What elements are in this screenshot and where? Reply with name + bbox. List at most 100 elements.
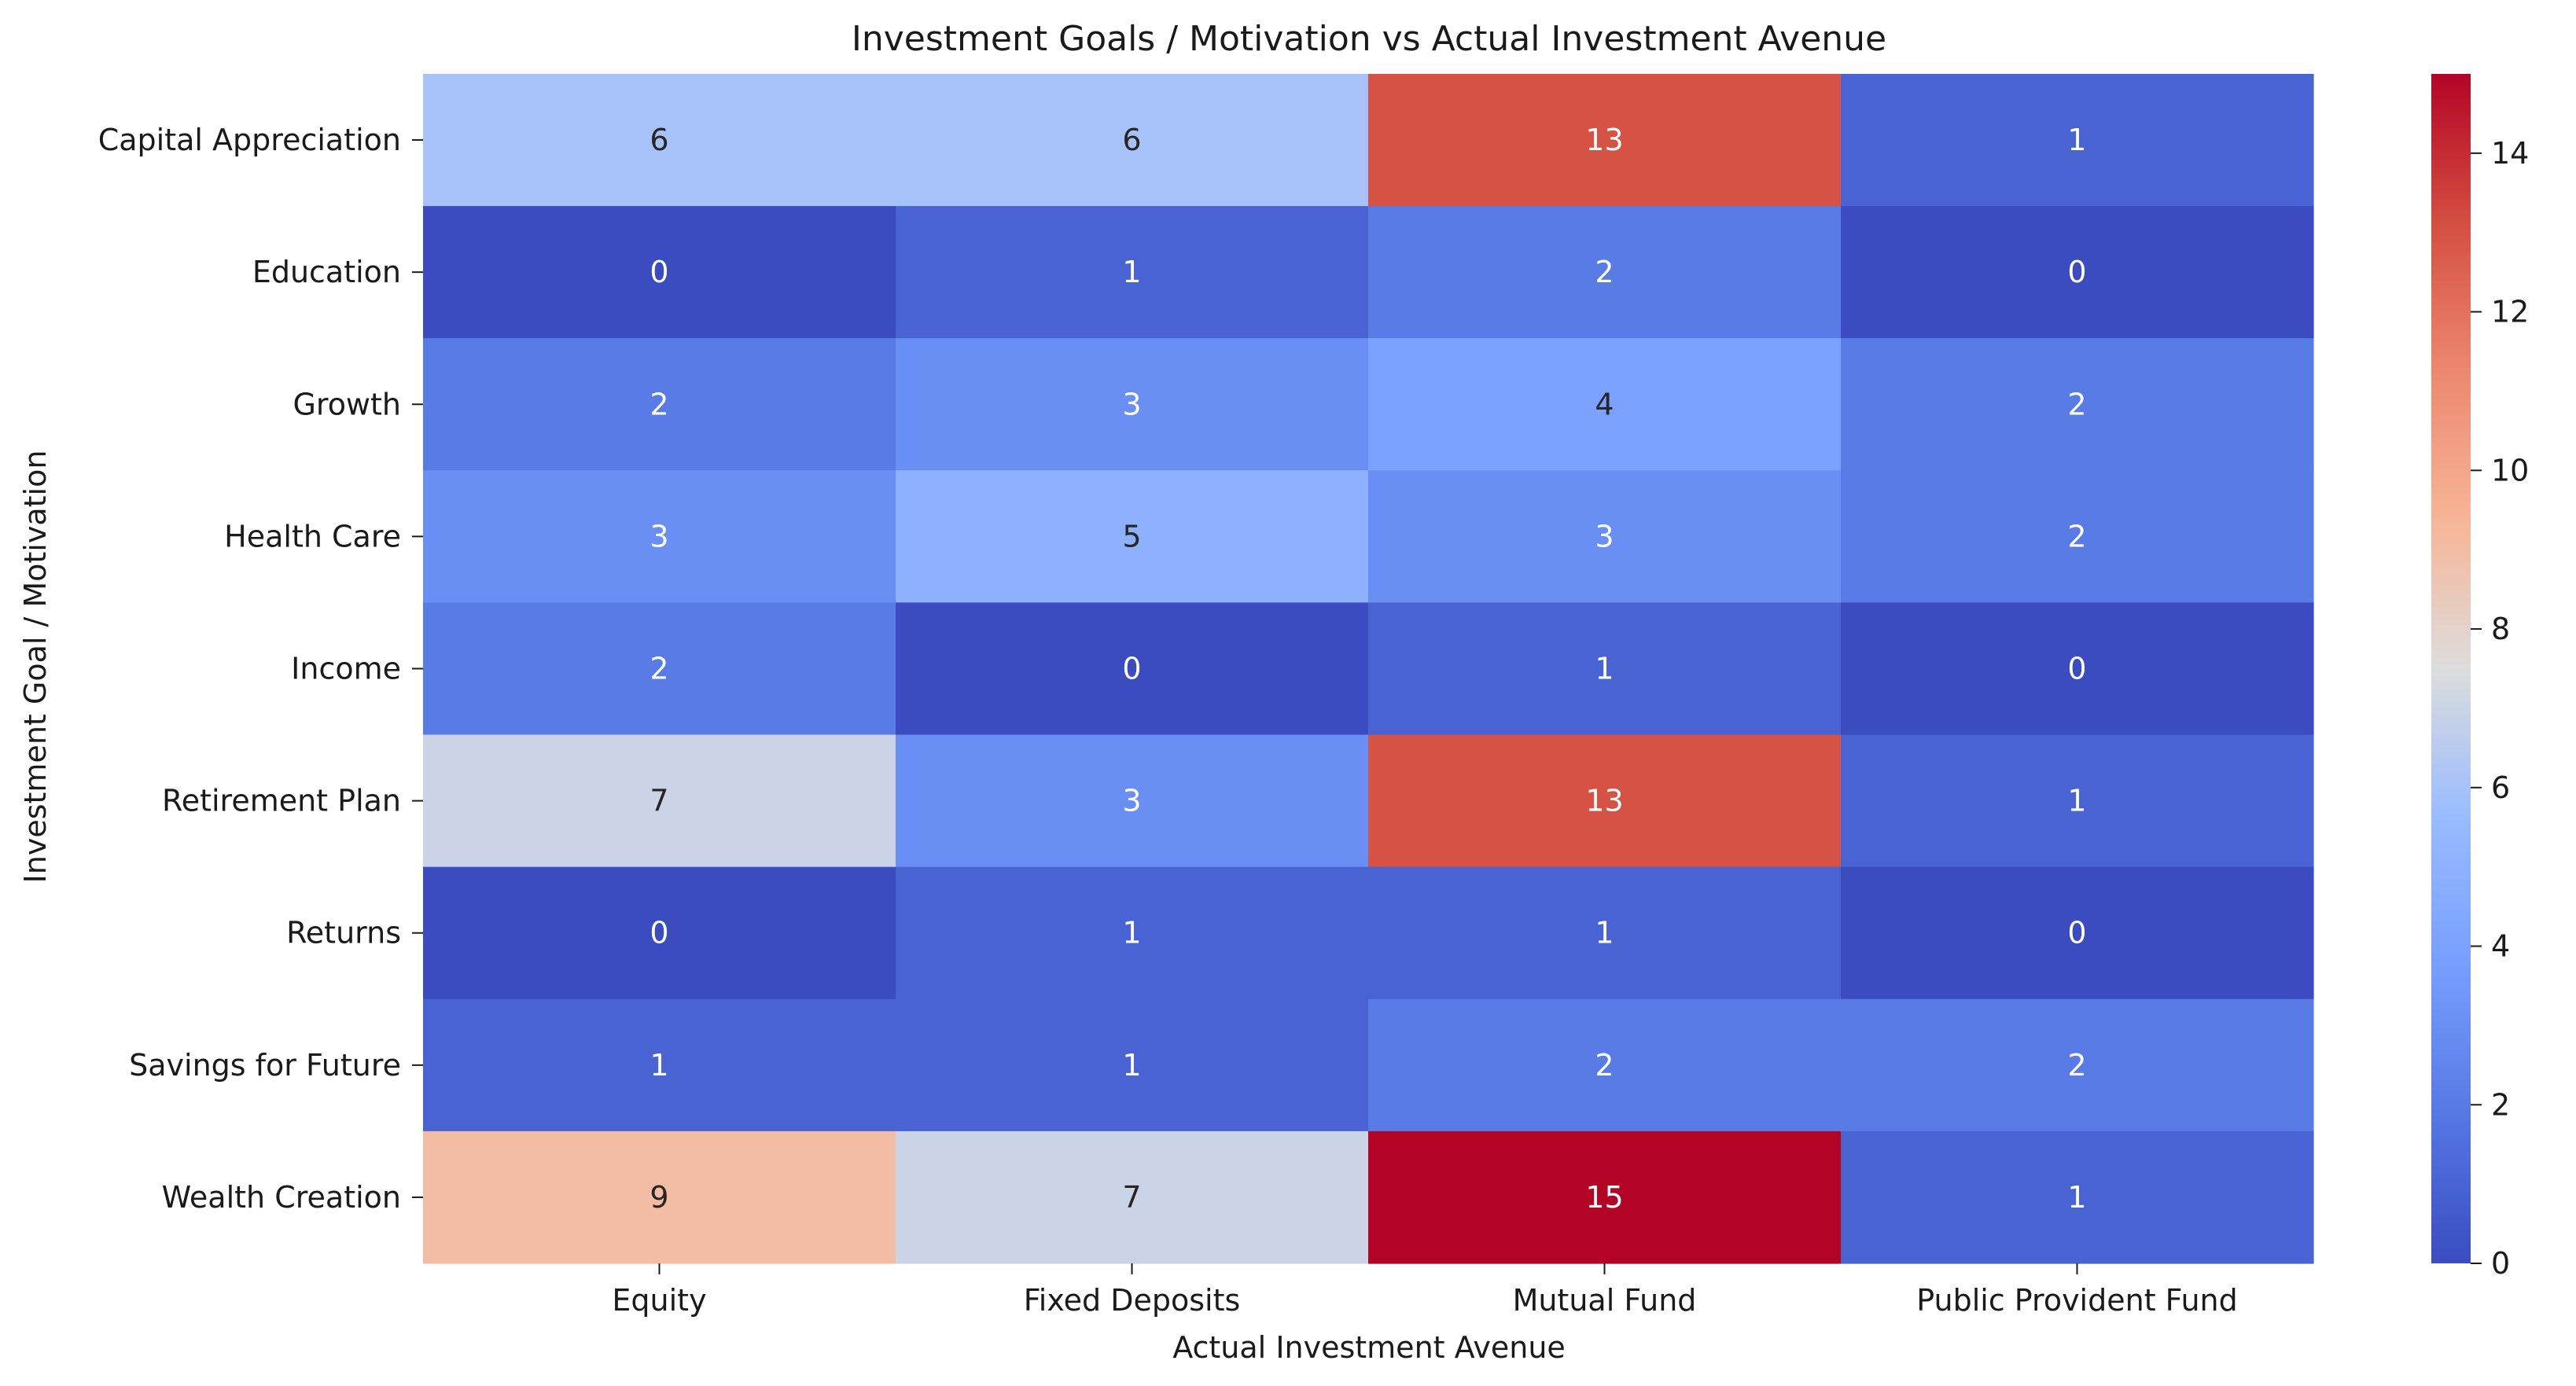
heatmap-cell <box>423 866 896 1000</box>
y-tick-label: Wealth Creation <box>162 1180 401 1215</box>
cell-value-label: 5 <box>1122 519 1141 553</box>
y-tick-label: Savings for Future <box>129 1048 401 1083</box>
heatmap-cell <box>1368 866 1842 1000</box>
y-tick-label: Education <box>252 255 401 289</box>
heatmap-cell <box>1841 866 2314 1000</box>
cell-value-label: 4 <box>1595 387 1614 421</box>
colorbar-tick-label: 12 <box>2491 295 2529 329</box>
heatmap-cell <box>1841 74 2314 207</box>
heatmap-cell <box>423 1130 896 1264</box>
cell-value-label: 1 <box>650 1048 668 1083</box>
cell-value-label: 15 <box>1585 1180 1623 1215</box>
x-tick-label: Fixed Deposits <box>1024 1283 1241 1318</box>
x-axis-label: Actual Investment Avenue <box>1172 1330 1566 1365</box>
cell-value-label: 1 <box>2067 784 2086 818</box>
cell-value-label: 2 <box>650 652 668 686</box>
heatmap-cell <box>1841 206 2314 339</box>
heatmap-cell <box>1841 338 2314 471</box>
cell-value-label: 0 <box>650 255 668 289</box>
heatmap-cell <box>1368 998 1842 1132</box>
cell-value-label: 0 <box>2067 255 2086 289</box>
heatmap-cell <box>1841 998 2314 1132</box>
cell-value-label: 0 <box>1122 652 1141 686</box>
colorbar <box>2431 74 2471 1263</box>
heatmap-cell <box>1368 206 1842 339</box>
cell-value-label: 1 <box>1122 916 1141 950</box>
heatmap-cell <box>1368 734 1842 868</box>
heatmap-cell <box>1841 734 2314 868</box>
cell-value-label: 7 <box>1122 1180 1141 1215</box>
y-tick-label: Growth <box>293 387 401 421</box>
cell-value-label: 0 <box>2067 916 2086 950</box>
heatmap-cell <box>896 74 1369 207</box>
colorbar-tick-label: 2 <box>2491 1087 2510 1122</box>
heatmap-cell <box>896 866 1369 1000</box>
chart-title: Investment Goals / Motivation vs Actual … <box>852 19 1886 59</box>
cell-value-label: 3 <box>650 519 668 553</box>
heatmap-cell <box>896 1130 1369 1264</box>
cell-value-label: 2 <box>1595 1048 1614 1083</box>
cell-value-label: 2 <box>2067 387 2086 421</box>
heatmap-cell <box>896 206 1369 339</box>
heatmap-cell <box>423 998 896 1132</box>
heatmap-cell <box>1841 1130 2314 1264</box>
cell-value-label: 0 <box>650 916 668 950</box>
cell-value-label: 6 <box>650 123 668 157</box>
colorbar-tick-label: 4 <box>2491 929 2510 964</box>
colorbar-tick-label: 0 <box>2491 1246 2510 1281</box>
y-tick-label: Retirement Plan <box>162 784 401 818</box>
heatmap-cell <box>423 206 896 339</box>
heatmap-cell <box>423 734 896 868</box>
heatmap-cell <box>1841 470 2314 604</box>
cell-value-label: 2 <box>2067 519 2086 553</box>
cell-value-label: 1 <box>1122 1048 1141 1083</box>
y-tick-label: Income <box>291 652 401 686</box>
heatmap-cell <box>1368 470 1842 604</box>
colorbar-tick-label: 14 <box>2491 136 2529 171</box>
heatmap-cell <box>423 602 896 736</box>
heatmap-cell <box>1368 1130 1842 1264</box>
heatmap-cell <box>1368 602 1842 736</box>
cell-value-label: 1 <box>1122 255 1141 289</box>
cell-value-label: 1 <box>1595 652 1614 686</box>
cell-value-label: 3 <box>1122 784 1141 818</box>
cell-value-label: 1 <box>2067 123 2086 157</box>
heatmap-cell <box>423 74 896 207</box>
x-tick-label: Public Provident Fund <box>1916 1283 2238 1318</box>
y-tick-label: Returns <box>286 916 401 950</box>
heatmap-cell <box>896 470 1369 604</box>
heatmap-cell-labels: 6 6 13 1 0 1 2 0 2 3 4 2 3 5 3 2 2 0 1 0 7 3 13 1 0 1 1 0 1 1 2 2 9 7 15 1 <box>650 123 2086 1215</box>
cell-value-label: 7 <box>650 784 668 818</box>
heatmap-cell <box>896 734 1369 868</box>
y-axis-ticks: Capital Appreciation Education Growth Healt… <box>98 123 423 1215</box>
cell-value-label: 6 <box>1122 123 1141 157</box>
cell-value-label: 13 <box>1585 784 1623 818</box>
cell-value-label: 1 <box>2067 1180 2086 1215</box>
colorbar-tick-label: 10 <box>2491 453 2529 487</box>
cell-value-label: 3 <box>1595 519 1614 553</box>
y-tick-label: Health Care <box>224 519 401 553</box>
cell-value-label: 9 <box>650 1180 668 1215</box>
heatmap-cell <box>896 602 1369 736</box>
heatmap-cell <box>1841 602 2314 736</box>
heatmap-cell <box>423 338 896 471</box>
heatmap-cells <box>423 74 2314 1264</box>
heatmap-cell <box>423 470 896 604</box>
x-tick-label: Equity <box>612 1283 706 1318</box>
cell-value-label: 2 <box>650 387 668 421</box>
colorbar-tick-label: 6 <box>2491 770 2510 805</box>
x-tick-label: Mutual Fund <box>1513 1283 1697 1318</box>
cell-value-label: 2 <box>2067 1048 2086 1083</box>
heatmap-cell <box>896 998 1369 1132</box>
y-axis-label: Investment Goal / Motivation <box>18 450 53 884</box>
cell-value-label: 3 <box>1122 387 1141 421</box>
cell-value-label: 13 <box>1585 123 1623 157</box>
heatmap-cell <box>1368 338 1842 471</box>
x-axis-ticks: Equity Fixed Deposits Mutual Fund Public Pr… <box>612 1263 2238 1318</box>
heatmap-cell <box>896 338 1369 471</box>
cell-value-label: 0 <box>2067 652 2086 686</box>
cell-value-label: 2 <box>1595 255 1614 289</box>
heatmap-cell <box>1368 74 1842 207</box>
colorbar-tick-label: 8 <box>2491 612 2510 646</box>
